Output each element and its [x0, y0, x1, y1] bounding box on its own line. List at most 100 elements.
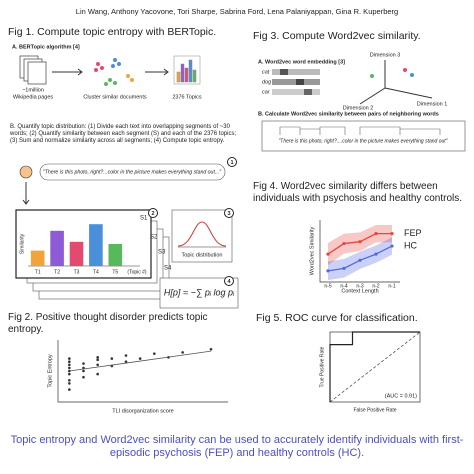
segment-label: S3	[158, 250, 166, 256]
step-badge	[224, 208, 234, 218]
point	[374, 232, 378, 236]
panel-label: A. BERTopic algorithm [4]	[12, 44, 80, 50]
label: 2376 Topics	[172, 94, 202, 100]
x-tick-label: T4	[93, 269, 99, 275]
bar	[69, 241, 84, 266]
panel-text: B. Quantify topic distribution: (1) Divi…	[10, 124, 237, 144]
word-point	[370, 74, 374, 78]
segment-label: S2	[150, 235, 158, 241]
point	[138, 357, 142, 360]
x-tick-label: n-3	[356, 283, 363, 289]
step-number: 2	[151, 211, 154, 217]
point	[68, 372, 71, 376]
cluster-icon	[94, 58, 134, 86]
panel-label: A. Word2vec word embedding [3]	[258, 59, 345, 65]
segment-label: S4	[164, 266, 172, 272]
point	[342, 266, 346, 270]
x-axis-label: TLI disorganization score	[112, 408, 173, 414]
x-axis-label: False Positive Rate	[353, 407, 396, 413]
point	[181, 351, 184, 354]
dimension-label: Dimension 3	[370, 52, 401, 58]
x-tick-label: T2	[54, 269, 60, 275]
point	[358, 258, 362, 262]
quote: "There is this photo, right?...color in …	[43, 169, 222, 175]
point	[342, 241, 346, 246]
y-axis-label: Word2vec Similarity	[309, 227, 315, 276]
point	[110, 357, 114, 360]
point	[68, 382, 71, 385]
fig-title: Fig 5. ROC curve for classification.	[256, 312, 418, 324]
step-number: 3	[227, 211, 230, 217]
point	[96, 358, 99, 362]
y-axis-label: Topic Entropy	[47, 354, 53, 388]
x-tick-label: n-4	[340, 283, 347, 289]
bar	[89, 224, 103, 266]
arrow	[22, 182, 30, 205]
topics-icon	[173, 55, 201, 85]
speech-bubble	[39, 163, 226, 181]
step-badge	[227, 157, 237, 167]
point	[326, 252, 330, 256]
label: Cluster similar documents	[83, 94, 147, 100]
label: ~1million	[22, 87, 44, 93]
word: dog	[262, 79, 272, 85]
point	[153, 352, 156, 355]
step-number: 4	[227, 279, 231, 285]
axis	[57, 340, 228, 403]
x-axis-label: Context Length	[341, 288, 378, 294]
point	[68, 388, 71, 391]
point	[374, 252, 378, 256]
x-tick-label: T3	[74, 269, 80, 275]
annotation: (AUC = 0.91)	[385, 393, 417, 399]
point	[82, 369, 85, 373]
point	[358, 240, 362, 244]
dimension-label: Dimension 1	[417, 101, 448, 107]
label: Wikipedia pages	[13, 94, 54, 100]
fig-title: Fig 4. Word2vec similarity differs betwe…	[253, 181, 462, 204]
point	[96, 363, 99, 367]
point	[390, 232, 394, 236]
y-axis-label: Similarity	[19, 233, 25, 254]
label: Topic distribution	[182, 252, 223, 258]
word: cat	[262, 69, 270, 75]
bar	[50, 230, 64, 266]
point	[124, 360, 128, 364]
axis	[319, 220, 400, 283]
axes-3d	[359, 60, 433, 105]
point	[68, 366, 71, 370]
word-point	[410, 73, 414, 77]
person-icon	[19, 165, 33, 179]
word-point	[403, 68, 407, 72]
legend-label: HC	[404, 240, 417, 250]
fig-title: Fig 2. Positive thought disorder predict…	[8, 312, 208, 335]
formula: H[p] = −∑ pᵢ log pᵢ	[164, 287, 235, 297]
point	[82, 362, 85, 365]
sentence-box	[261, 120, 466, 152]
authors: Lin Wang, Anthony Yacovone, Tori Sharpe,…	[76, 7, 398, 16]
sentence: "There is this photo, right?....color in…	[279, 138, 448, 144]
x-tick-label: n-2	[372, 283, 379, 289]
x-axis-label: (Topic #)	[127, 269, 147, 275]
point	[68, 357, 71, 360]
panel-label: B. Calculate Word2vec similarity between…	[258, 111, 439, 117]
point	[82, 375, 85, 379]
x-tick-label: T1	[35, 269, 41, 275]
point	[68, 369, 71, 373]
word: car	[262, 89, 271, 95]
legend-label: FEP	[404, 228, 422, 238]
x-tick-label: n-1	[388, 283, 395, 289]
point	[209, 348, 213, 351]
pair-links	[279, 126, 441, 135]
y-axis-label: True Positive Rate	[319, 346, 325, 387]
arrow	[52, 68, 83, 76]
x-tick-label: T5	[112, 269, 118, 275]
point	[96, 356, 99, 359]
embedding-cells	[272, 69, 320, 95]
step-number: 1	[230, 160, 233, 166]
documents-icon	[19, 55, 47, 85]
fit-line	[69, 350, 212, 372]
point	[68, 360, 71, 364]
roc-curve	[329, 331, 420, 402]
